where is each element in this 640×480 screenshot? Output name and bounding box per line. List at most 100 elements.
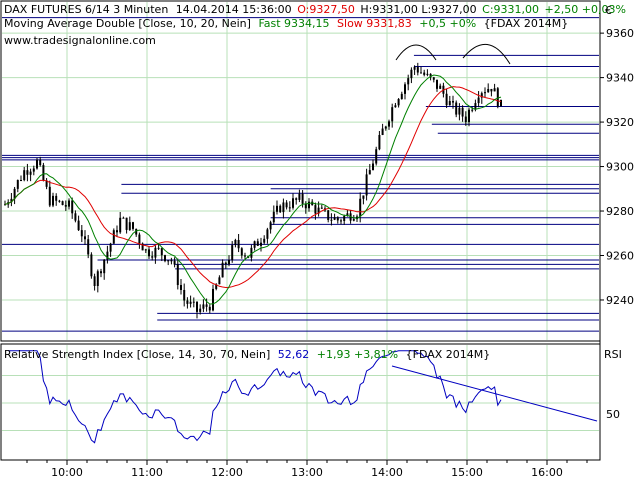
- x-tick-label: 13:00: [291, 466, 323, 479]
- candle-body: [144, 249, 147, 251]
- candle-body: [320, 207, 323, 209]
- candle-body: [480, 93, 483, 98]
- candle-body: [202, 304, 205, 309]
- candle-body: [448, 101, 451, 106]
- rsi-contract: {FDAX 2014M}: [406, 348, 491, 361]
- candle-body: [26, 170, 29, 175]
- arc-right: [462, 43, 511, 65]
- candle-body: [215, 284, 218, 289]
- candle-body: [23, 170, 26, 181]
- candle-body: [372, 163, 374, 171]
- candle-body: [189, 301, 192, 304]
- candle-body: [116, 230, 118, 233]
- y-tick-label: 9280: [606, 205, 634, 218]
- candle-body: [180, 285, 182, 290]
- candle-body: [208, 306, 211, 311]
- candle-body: [477, 97, 480, 104]
- ma-slow: Slow 9331,83: [337, 17, 412, 30]
- rsi-value: 52,62: [278, 348, 310, 361]
- rsi-panel-frame: [0, 343, 601, 461]
- candle-body: [228, 260, 230, 265]
- candle-body: [304, 203, 307, 209]
- header-close: C:9331,00: [482, 3, 539, 16]
- candle-body: [263, 238, 266, 243]
- candle-body: [426, 73, 429, 75]
- candle-body: [413, 66, 416, 70]
- candle-body: [368, 170, 371, 175]
- candle-body: [333, 217, 336, 220]
- rsi-tick-50: 50: [606, 408, 620, 421]
- candle-body: [375, 149, 378, 164]
- candle-body: [112, 230, 115, 244]
- support-resistance-lines: [2, 17, 599, 332]
- candle-body: [298, 193, 301, 200]
- candle-body: [45, 180, 48, 187]
- candle-body: [138, 234, 141, 244]
- candle-body: [55, 195, 58, 201]
- candle-body: [464, 116, 467, 123]
- candle-body: [362, 195, 365, 199]
- candle-body: [119, 217, 122, 233]
- candle-body: [4, 204, 6, 206]
- candle-body: [458, 107, 461, 115]
- candle-body: [432, 77, 435, 80]
- candle-body: [292, 198, 294, 208]
- candle-body: [199, 308, 202, 312]
- candle-body: [346, 213, 349, 217]
- candle-body: [221, 262, 224, 278]
- candle-body: [77, 220, 80, 231]
- candle-body: [192, 301, 195, 303]
- candle-body: [109, 243, 112, 252]
- candle-body: [106, 251, 109, 260]
- y-tick-label: 9360: [606, 27, 634, 40]
- candle-body: [352, 219, 355, 221]
- candle-body: [122, 217, 125, 219]
- candle-body: [103, 259, 106, 274]
- candle-body: [39, 159, 42, 166]
- arc-left: [395, 44, 437, 61]
- candle-body: [420, 72, 422, 74]
- candle-body: [125, 217, 128, 230]
- candle-body: [317, 207, 320, 214]
- candle-body: [407, 78, 410, 85]
- candle-body: [452, 101, 454, 103]
- candle-body: [196, 301, 198, 312]
- candle-body: [13, 188, 16, 199]
- candle-body: [388, 121, 390, 127]
- candle-body: [141, 243, 144, 251]
- candle-body: [250, 247, 253, 258]
- candle-body: [359, 198, 362, 217]
- rsi-series: [8, 350, 598, 444]
- candle-body: [87, 239, 90, 255]
- price-candles: [4, 62, 502, 319]
- rsi-title: Relative Strength Index [Close, 14, 30, …: [4, 348, 270, 361]
- y-tick-label: 9260: [606, 250, 634, 263]
- candle-body: [205, 304, 208, 307]
- y-tick-label: 9300: [606, 161, 634, 174]
- candle-body: [176, 264, 179, 286]
- candle-body: [272, 211, 275, 223]
- candle-body: [394, 105, 397, 108]
- candle-body: [439, 85, 442, 89]
- candle-body: [68, 200, 70, 207]
- candle-body: [269, 222, 272, 230]
- price-panel-frame: [0, 0, 601, 342]
- candle-body: [128, 222, 131, 230]
- candle-body: [231, 245, 234, 261]
- candle-body: [461, 107, 464, 117]
- candle-body: [365, 174, 368, 196]
- y-tick-label: 9240: [606, 294, 634, 307]
- candle-body: [468, 109, 470, 123]
- candle-body: [423, 72, 426, 75]
- time-axis: 10:00 11:00 12:00 13:00 14:00 15:00 16:00: [26, 460, 588, 479]
- candle-body: [96, 271, 99, 286]
- candle-body: [90, 254, 93, 277]
- rsi-axis-label: RSI: [604, 348, 622, 361]
- rsi-header: Relative Strength Index [Close, 14, 30, …: [4, 348, 490, 361]
- candle-body: [301, 193, 304, 204]
- x-tick-label: 10:00: [51, 466, 83, 479]
- candle-body: [336, 217, 339, 221]
- rsi-change: +1,93 +3,81%: [317, 348, 398, 361]
- candle-body: [164, 255, 166, 262]
- header-open: O:9327,50: [297, 3, 355, 16]
